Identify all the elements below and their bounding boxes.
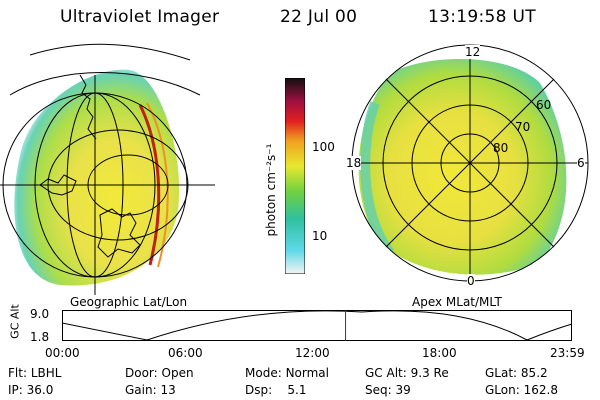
info-ip: IP: 36.0 xyxy=(8,383,54,397)
altplot-ytick-top: 9.0 xyxy=(30,307,50,321)
altplot-ylabel: GC Alt xyxy=(8,304,22,339)
left-caption: Geographic Lat/Lon xyxy=(70,295,188,309)
mlt-label-0: 0 xyxy=(467,274,475,288)
info-dsp: Dsp: 5.1 xyxy=(245,383,307,397)
time-label: 13:19:58 UT xyxy=(428,7,536,27)
altplot-xtick-0: 00:00 xyxy=(45,346,80,360)
colorbar-tick-100: 100 xyxy=(312,140,335,154)
geographic-image xyxy=(0,43,215,295)
info-seq: Seq: 39 xyxy=(365,383,411,397)
mlt-label-6: 6 xyxy=(577,156,585,170)
info-gc-alt: GC Alt: 9.3 Re xyxy=(365,366,449,380)
info-mode: Mode: Normal xyxy=(245,366,329,380)
altitude-plot xyxy=(62,310,573,341)
mlat-label-60: 60 xyxy=(536,98,552,112)
mlt-label-12: 12 xyxy=(465,45,481,59)
date-label: 22 Jul 00 xyxy=(280,7,358,27)
instrument-title: Ultraviolet Imager xyxy=(60,7,220,27)
altplot-xtick-2: 12:00 xyxy=(295,346,330,360)
mlat-label-80: 80 xyxy=(493,141,509,155)
altplot-ytick-bottom: 1.8 xyxy=(30,330,50,344)
colorbar-label: photon cm⁻²s⁻¹ xyxy=(264,143,278,237)
mlt-label-18: 18 xyxy=(346,156,362,170)
info-glon: GLon: 162.8 xyxy=(485,383,558,397)
info-door: Door: Open xyxy=(125,366,194,380)
right-caption: Apex MLat/MLT xyxy=(412,295,502,309)
colorbar xyxy=(285,78,305,274)
altplot-xtick-1: 06:00 xyxy=(168,346,203,360)
info-glat: GLat: 85.2 xyxy=(485,366,548,380)
info-flt: Flt: LBHL xyxy=(8,366,62,380)
colorbar-tick-10: 10 xyxy=(312,229,328,243)
altplot-xtick-4: 23:59 xyxy=(550,346,585,360)
info-gain: Gain: 13 xyxy=(125,383,176,397)
polar-image xyxy=(351,44,589,282)
mlat-label-70: 70 xyxy=(515,120,531,134)
altplot-xtick-3: 18:00 xyxy=(422,346,457,360)
